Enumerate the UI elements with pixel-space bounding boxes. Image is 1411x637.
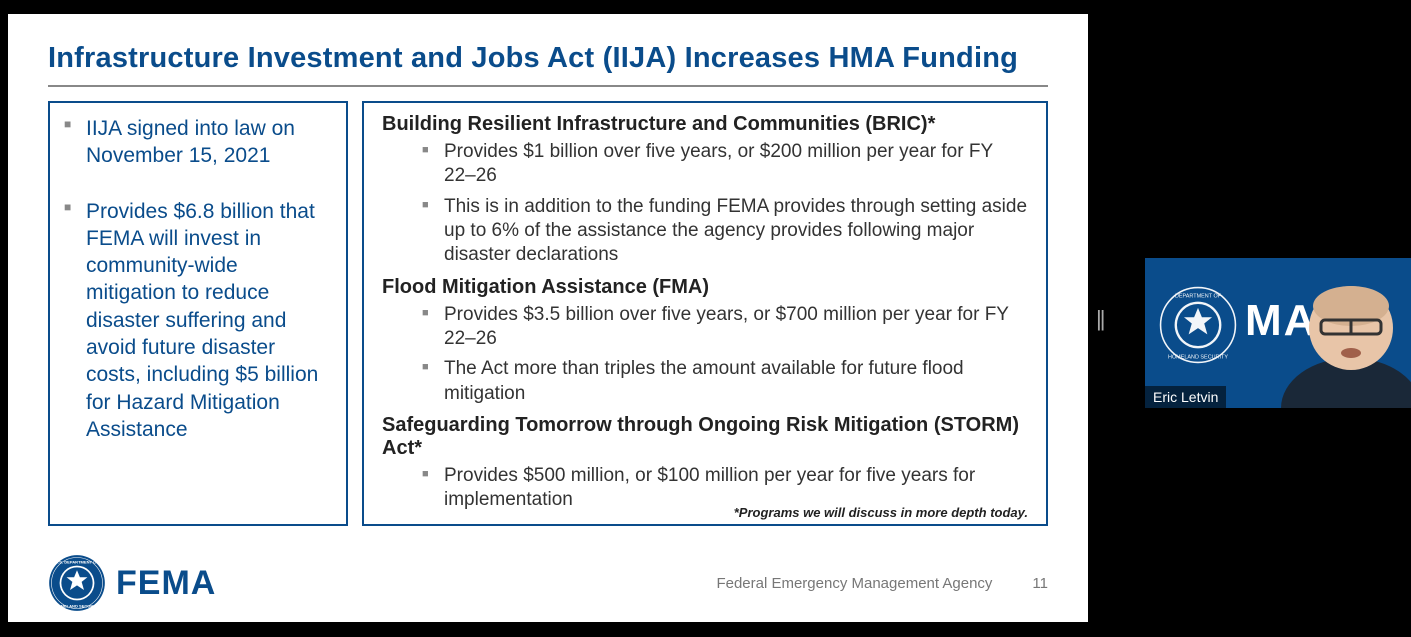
- left-summary-box: IIJA signed into law on November 15, 202…: [48, 101, 348, 526]
- webcam-tile[interactable]: DEPARTMENT OF HOMELAND SECURITY MA Eric …: [1145, 258, 1411, 408]
- participant-name-label: Eric Letvin: [1145, 386, 1226, 408]
- footer-agency: Federal Emergency Management Agency: [716, 575, 992, 592]
- programs-footnote: *Programs we will discuss in more depth …: [734, 505, 1028, 520]
- fema-logo-text: FEMA: [116, 564, 216, 603]
- svg-text:DEPARTMENT OF: DEPARTMENT OF: [1175, 294, 1222, 300]
- bullet: This is in addition to the funding FEMA …: [422, 195, 1028, 268]
- bullet: Provides $1 billion over five years, or …: [422, 140, 1028, 189]
- content-columns: IIJA signed into law on November 15, 202…: [48, 101, 1048, 526]
- section-heading-storm: Safeguarding Tomorrow through Ongoing Ri…: [382, 414, 1028, 460]
- section-bullets-bric: Provides $1 billion over five years, or …: [422, 140, 1028, 268]
- svg-text:HOMELAND SECURITY: HOMELAND SECURITY: [1168, 355, 1228, 361]
- title-divider: [48, 85, 1048, 87]
- footer-meta: Federal Emergency Management Agency 11: [716, 575, 1048, 592]
- svg-text:U.S. DEPARTMENT OF: U.S. DEPARTMENT OF: [55, 559, 99, 564]
- right-programs-box: Building Resilient Infrastructure and Co…: [362, 101, 1048, 526]
- slide-footer: U.S. DEPARTMENT OF HOMELAND SECURITY FEM…: [48, 554, 1048, 612]
- bullet: Provides $3.5 billion over five years, o…: [422, 303, 1028, 352]
- bullet: The Act more than triples the amount ava…: [422, 357, 1028, 406]
- section-heading-fma: Flood Mitigation Assistance (FMA): [382, 276, 1028, 299]
- slide-title: Infrastructure Investment and Jobs Act (…: [48, 42, 1048, 75]
- presentation-slide: Infrastructure Investment and Jobs Act (…: [8, 14, 1088, 622]
- left-bullet: IIJA signed into law on November 15, 202…: [64, 115, 332, 170]
- left-bullet: Provides $6.8 billion that FEMA will inv…: [64, 198, 332, 444]
- svg-text:HOMELAND SECURITY: HOMELAND SECURITY: [55, 603, 100, 608]
- participant-avatar: [1261, 258, 1411, 408]
- section-heading-bric: Building Resilient Infrastructure and Co…: [382, 113, 1028, 136]
- footer-page-number: 11: [1032, 575, 1048, 592]
- section-bullets-fma: Provides $3.5 billion over five years, o…: [422, 303, 1028, 406]
- dhs-seal-icon: U.S. DEPARTMENT OF HOMELAND SECURITY: [48, 554, 106, 612]
- pane-divider-handle[interactable]: ||: [1096, 306, 1103, 332]
- left-bullet-list: IIJA signed into law on November 15, 202…: [64, 115, 332, 443]
- footer-logo-group: U.S. DEPARTMENT OF HOMELAND SECURITY FEM…: [48, 554, 216, 612]
- dhs-seal-icon: DEPARTMENT OF HOMELAND SECURITY: [1159, 286, 1237, 364]
